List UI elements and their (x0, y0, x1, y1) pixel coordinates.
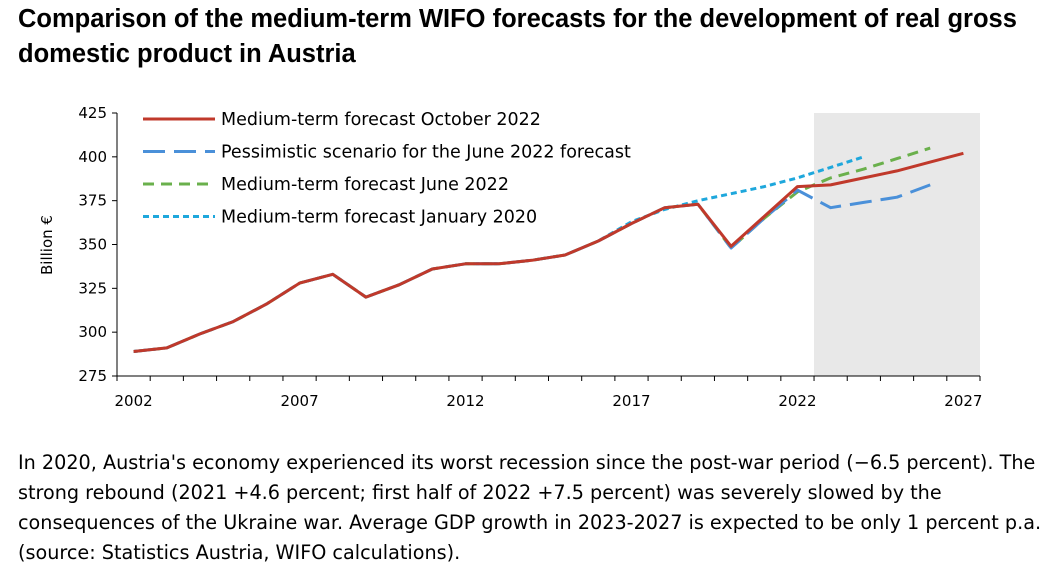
y-tick-label: 425 (78, 104, 107, 122)
x-tick-label: 2022 (778, 392, 816, 410)
x-tick-label: 2002 (115, 392, 153, 410)
y-tick-label: 400 (78, 148, 107, 166)
legend: Medium-term forecast October 2022 Pessimi… (143, 110, 631, 228)
y-axis-label: Billion € (38, 215, 56, 275)
axes: 275 300 325 350 375 400 425 2002 2007 2012 2017 202… (78, 104, 982, 410)
x-tick-label: 2007 (280, 392, 318, 410)
line-chart: 275 300 325 350 375 400 425 2002 2007 2012 2017 202… (38, 104, 982, 410)
x-tick-label: 2027 (944, 392, 982, 410)
y-tick-label: 350 (78, 236, 107, 254)
legend-label-1: Pessimistic scenario for the June 2022 f… (221, 143, 631, 163)
y-tick-label: 325 (78, 279, 107, 297)
forecast-period-shading (814, 113, 980, 376)
legend-label-3: Medium-term forecast January 2020 (221, 208, 537, 228)
y-tick-label: 300 (78, 323, 107, 341)
x-tick-label: 2017 (612, 392, 650, 410)
x-tick-label: 2012 (446, 392, 484, 410)
forecast-shading-layer (814, 113, 980, 376)
y-tick-label: 375 (78, 192, 107, 210)
series-layer (133, 146, 964, 353)
series-line-0 (133, 151, 964, 353)
chart-title: Comparison of the medium-term WIFO forec… (18, 5, 1017, 68)
legend-label-0: Medium-term forecast October 2022 (221, 110, 541, 130)
legend-label-2: Medium-term forecast June 2022 (221, 175, 509, 195)
y-tick-label: 275 (78, 367, 107, 385)
chart-caption: In 2020, Austria's economy experienced i… (18, 451, 1042, 564)
